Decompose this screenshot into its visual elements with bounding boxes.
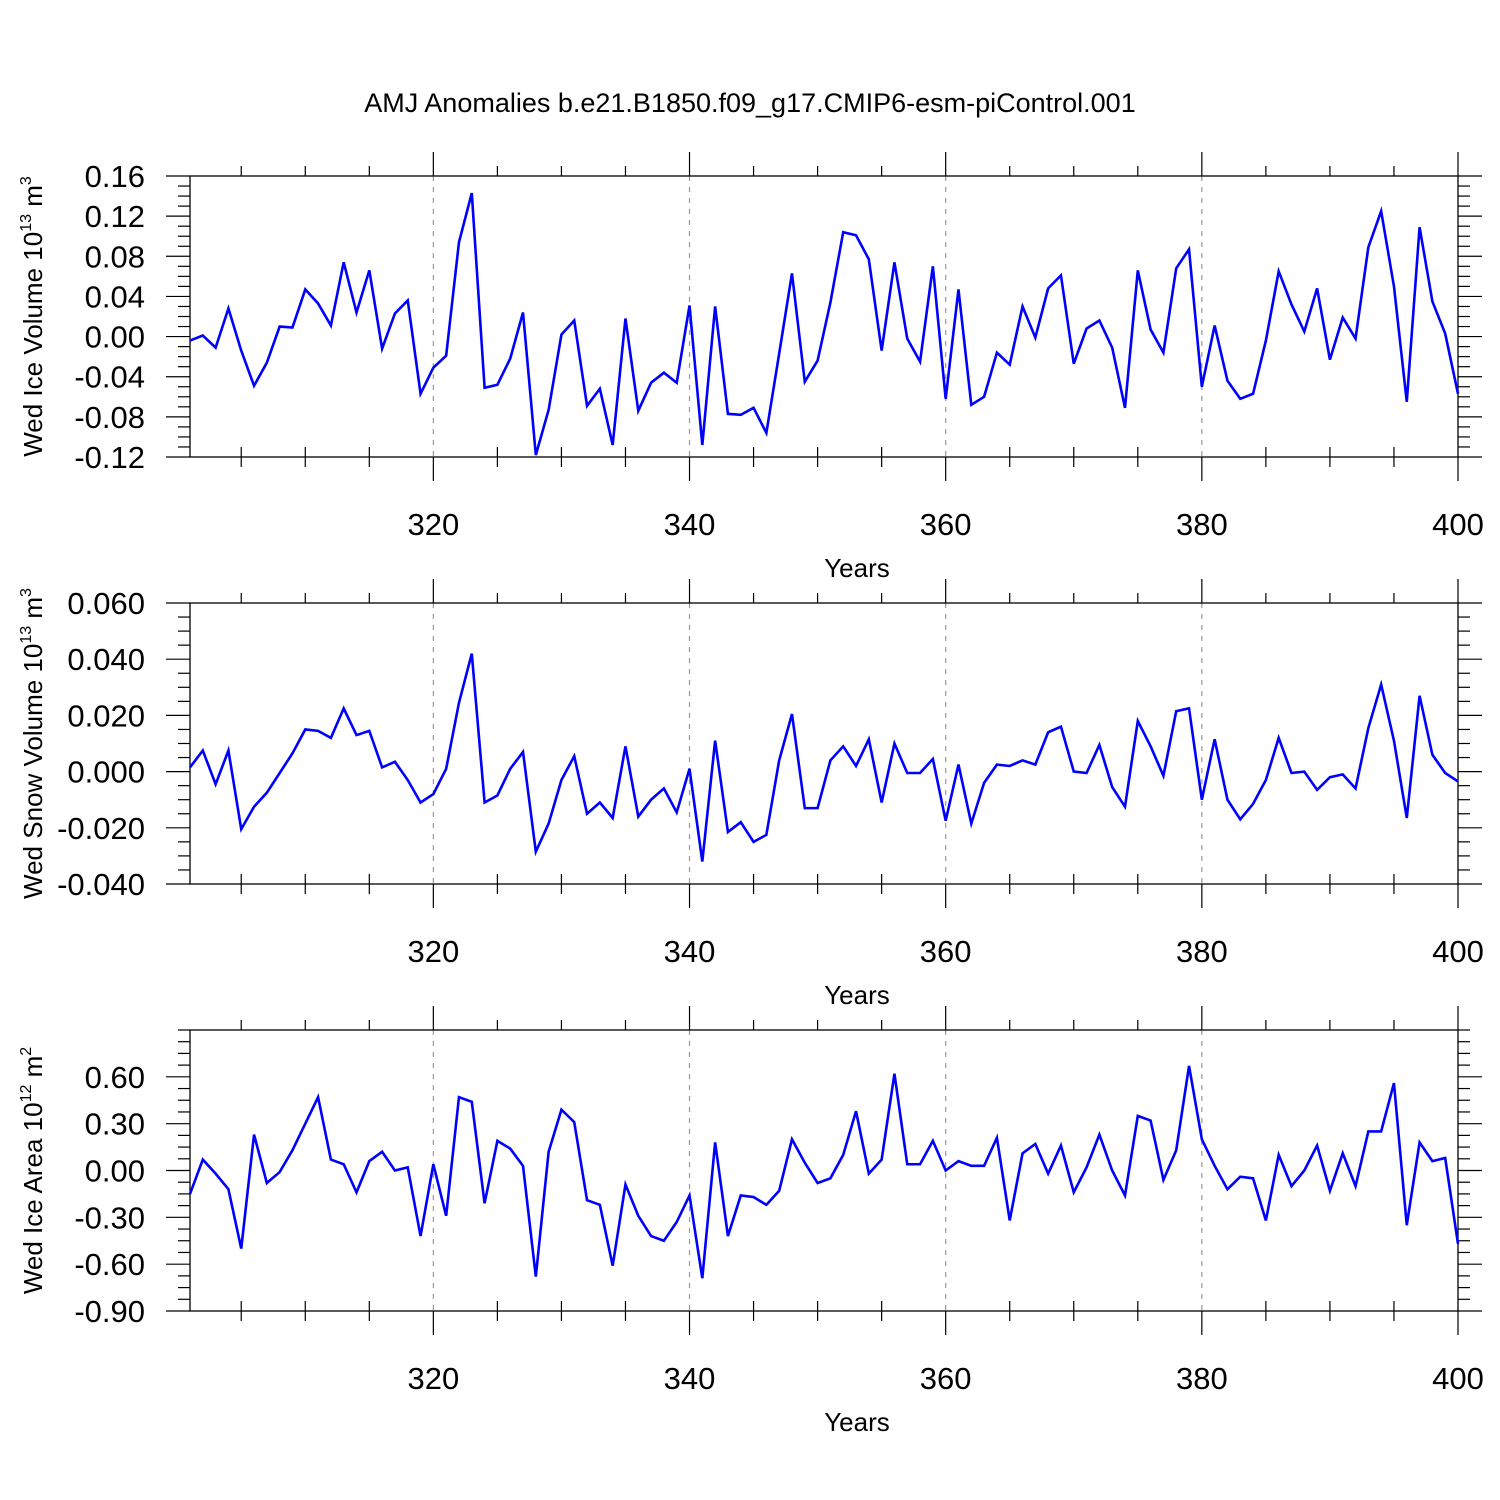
y-tick-label: -0.60 bbox=[74, 1247, 145, 1282]
y-tick-label: 0.00 bbox=[85, 320, 145, 355]
y-axis-title-text: Wed Snow Volume 10 bbox=[18, 644, 48, 899]
y-tick-label: -0.020 bbox=[57, 811, 145, 846]
x-tick-label: 360 bbox=[920, 1361, 972, 1396]
x-tick-label: 320 bbox=[407, 507, 459, 542]
x-axis-title: Years bbox=[824, 980, 890, 1010]
series-line-wed-ice-volume bbox=[189, 192, 1460, 456]
y-axis-title-unit: m bbox=[18, 185, 48, 214]
y-axis-title-unit: m bbox=[18, 1056, 48, 1085]
y-axis-title: Wed Ice Volume 1013 m3 bbox=[18, 176, 48, 457]
y-tick-label: 0.04 bbox=[85, 279, 145, 314]
panel-3: 320 340 360 380 400 Years -0.90 -0.60 -0.30 0.00 0… bbox=[18, 1006, 1484, 1437]
y-tick-label: 0.020 bbox=[67, 698, 145, 733]
x-tick-label: 400 bbox=[1432, 507, 1484, 542]
y-tick-label: 0.040 bbox=[67, 642, 145, 677]
y-tick-label: -0.040 bbox=[57, 867, 145, 902]
y-tick-label: 0.30 bbox=[85, 1107, 145, 1142]
y-tick-label: -0.08 bbox=[74, 400, 145, 435]
y-axis-title-exponent: 13 bbox=[18, 214, 35, 232]
y-axis-title: Wed Ice Area 1012 m2 bbox=[18, 1047, 48, 1294]
x-tick-label: 340 bbox=[664, 507, 716, 542]
chart-panels: 320 340 360 380 400Years-0.12-0.08-0.040.000… bbox=[18, 152, 1484, 1437]
series-line-wed-snow-volume bbox=[188, 653, 1459, 862]
y-tick-label: 0.00 bbox=[85, 1154, 145, 1189]
y-axis-title-exponent: 12 bbox=[18, 1085, 35, 1103]
x-tick-label: 360 bbox=[920, 934, 972, 969]
y-tick-label: -0.90 bbox=[74, 1294, 145, 1329]
y-axis-title-unit-exponent: 3 bbox=[18, 176, 35, 185]
x-tick-label: 320 bbox=[407, 934, 459, 969]
panel-2: 320 340 360 380 400 Years -0.040 -0.020 0.000 0.0… bbox=[18, 579, 1484, 1010]
chart-title: AMJ Anomalies b.e21.B1850.f09_g17.CMIP6-… bbox=[364, 88, 1135, 118]
y-tick-label: 0.08 bbox=[85, 239, 145, 274]
y-tick-label: 0.000 bbox=[67, 755, 145, 790]
x-axis-title: Years bbox=[824, 553, 890, 583]
y-tick-label: 0.060 bbox=[67, 586, 145, 621]
y-axis-title-unit: m bbox=[18, 597, 48, 626]
x-tick-label: 380 bbox=[1176, 507, 1228, 542]
series-line-wed-ice-area bbox=[188, 1065, 1460, 1279]
y-tick-label: 0.12 bbox=[85, 199, 145, 234]
y-axis-title-unit-exponent: 3 bbox=[18, 588, 35, 597]
x-tick-label: 400 bbox=[1432, 1361, 1484, 1396]
x-tick-label: 400 bbox=[1432, 934, 1484, 969]
x-tick-label: 340 bbox=[664, 934, 716, 969]
y-tick-label: 0.16 bbox=[85, 159, 145, 194]
x-tick-label: 380 bbox=[1176, 1361, 1228, 1396]
y-axis-title-text: Wed Ice Area 10 bbox=[18, 1102, 48, 1294]
x-tick-label: 380 bbox=[1176, 934, 1228, 969]
x-tick-label: 340 bbox=[664, 1361, 716, 1396]
panel-1: 320 340 360 380 400 Years -0.12 -0.08 -0.04 0.00 0… bbox=[18, 152, 1484, 583]
y-axis-title: Wed Snow Volume 1013 m3 bbox=[18, 588, 48, 899]
x-tick-label: 320 bbox=[407, 1361, 459, 1396]
y-tick-label: -0.30 bbox=[74, 1200, 145, 1235]
y-tick-label: -0.12 bbox=[74, 440, 145, 475]
y-tick-label: 0.60 bbox=[85, 1060, 145, 1095]
y-tick-label: -0.04 bbox=[74, 360, 145, 395]
x-tick-label: 360 bbox=[920, 507, 972, 542]
x-axis-title: Years bbox=[824, 1407, 890, 1437]
y-axis-title-exponent: 13 bbox=[18, 626, 35, 644]
y-axis-title-unit-exponent: 2 bbox=[18, 1047, 35, 1056]
y-axis-title-text: Wed Ice Volume 10 bbox=[18, 232, 48, 457]
